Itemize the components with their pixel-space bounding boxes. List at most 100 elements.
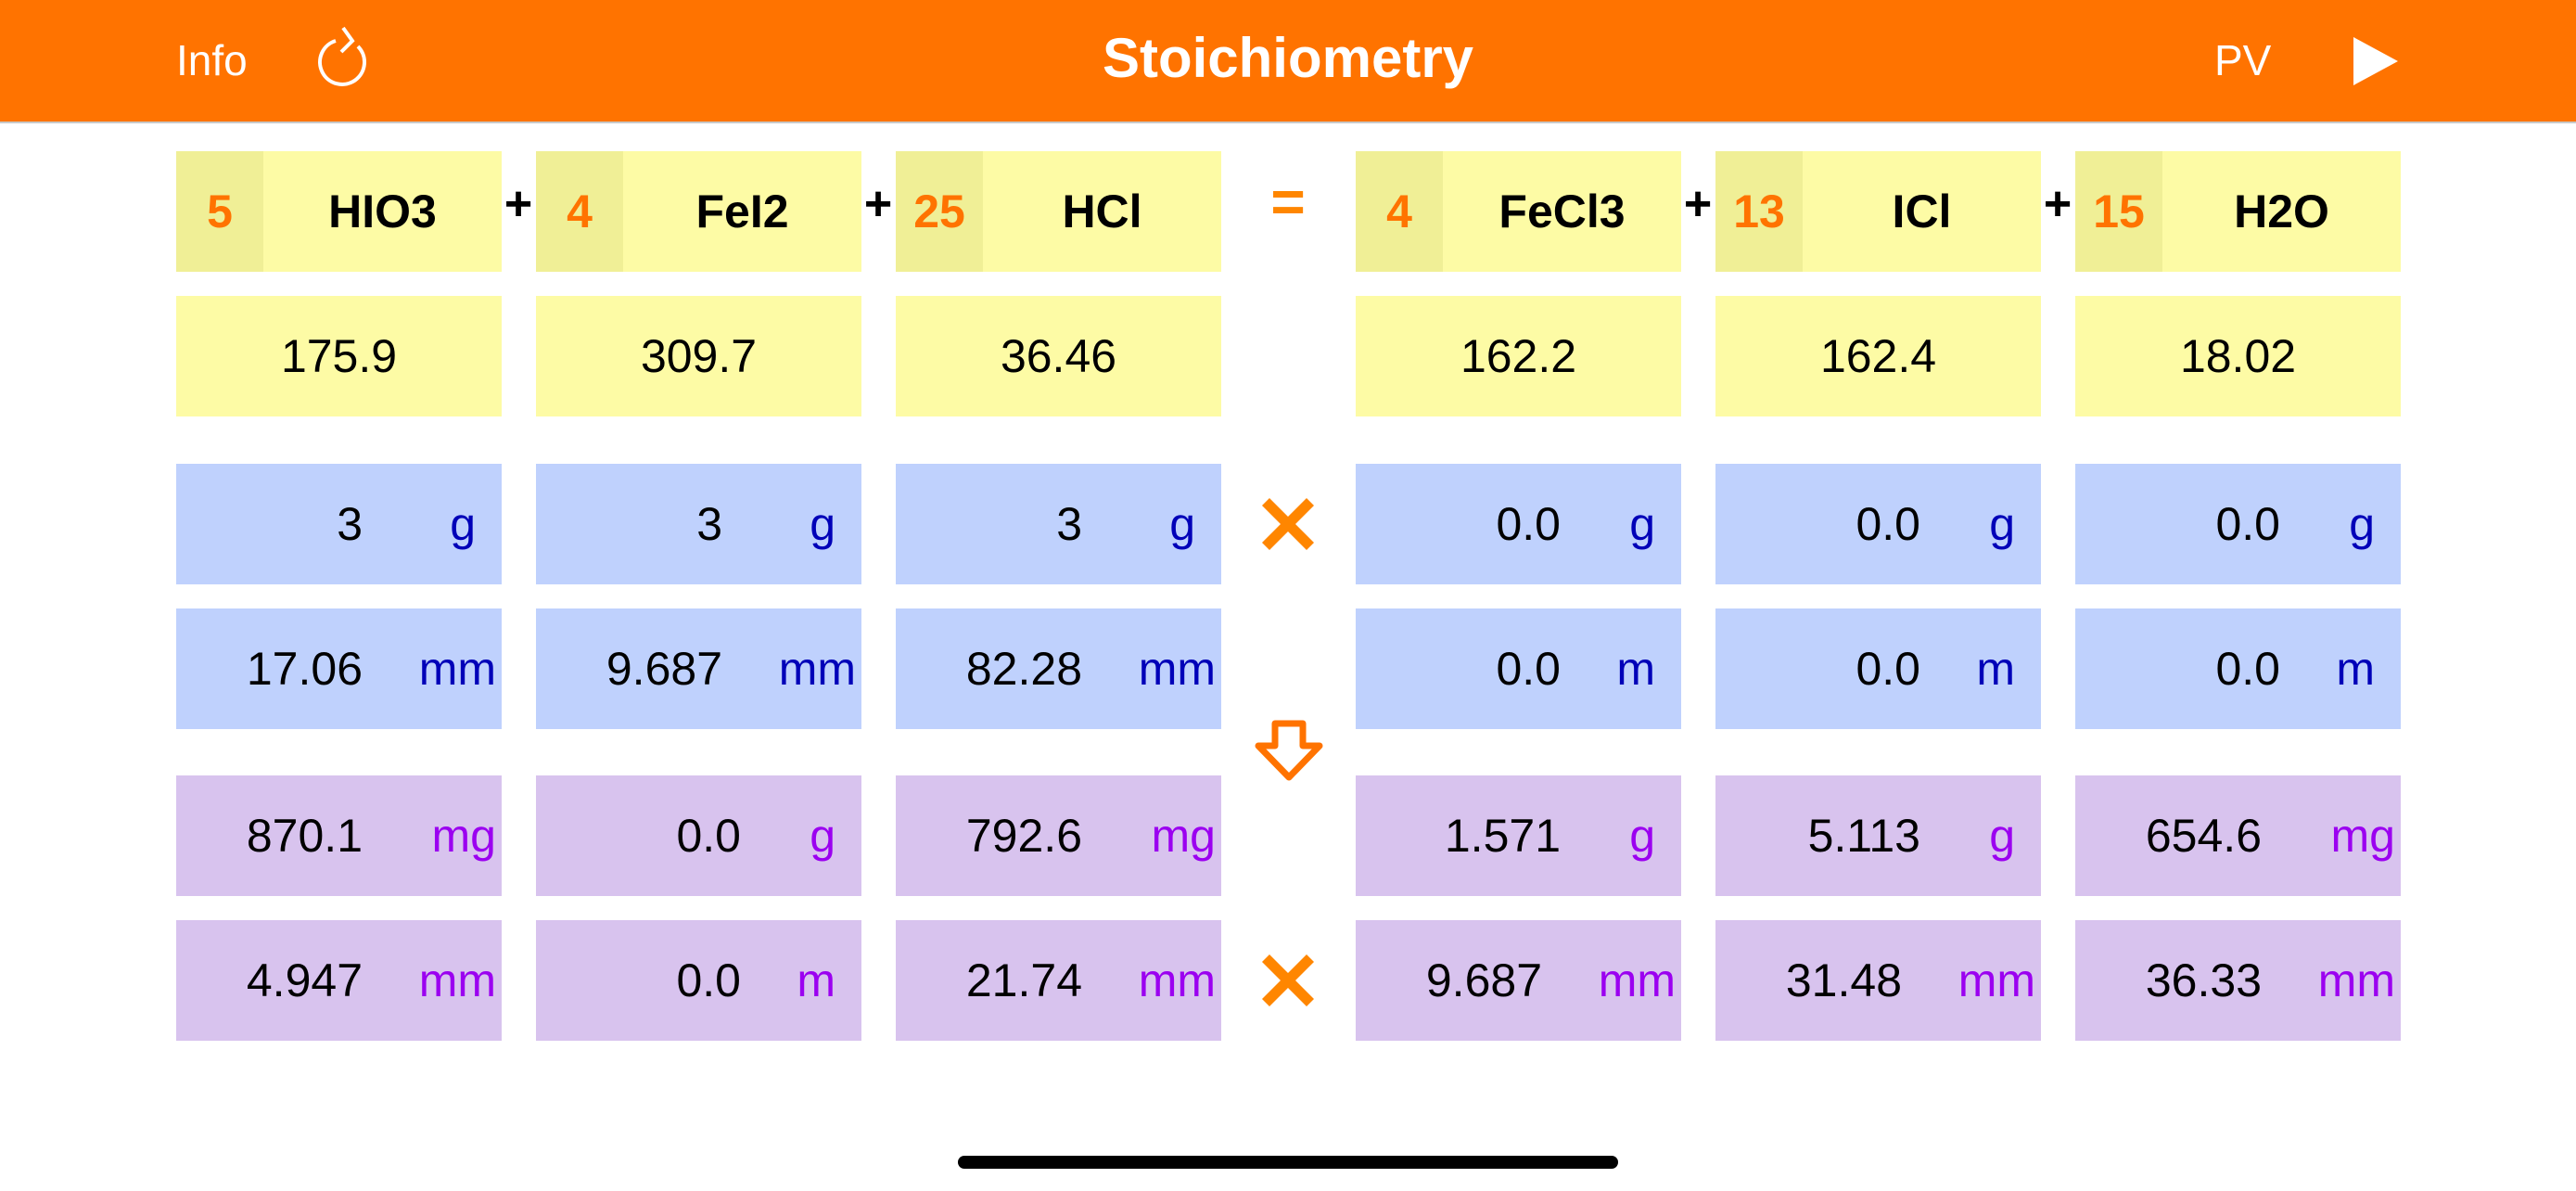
molar-mass: 18.02 xyxy=(2179,330,2297,382)
formula: FeI2 xyxy=(695,186,789,237)
input-mass-field[interactable]: 0.0 g xyxy=(1356,464,1681,584)
formula: H2O xyxy=(2234,186,2329,237)
molar-mass: 175.9 xyxy=(280,330,398,382)
coefficient: 5 xyxy=(176,151,263,272)
result-mass-cell: 0.0 g xyxy=(536,775,861,896)
result-moles-cell: 4.947 mm xyxy=(176,920,502,1041)
unit-selector[interactable]: mg xyxy=(2330,810,2395,862)
coefficient: 25 xyxy=(896,151,983,272)
unit-selector[interactable]: mm xyxy=(2317,954,2395,1006)
unit-selector[interactable]: g xyxy=(2349,498,2375,550)
coefficient: 4 xyxy=(1356,151,1443,272)
plus-sign: + xyxy=(504,177,533,231)
result-mass-cell: 792.6 mg xyxy=(896,775,1221,896)
molar-mass: 36.46 xyxy=(1000,330,1117,382)
result-moles-cell: 0.0 m xyxy=(536,920,861,1041)
coefficient: 13 xyxy=(1715,151,1803,272)
nav-bar: Info Stoichiometry PV xyxy=(0,0,2576,123)
refresh-icon[interactable] xyxy=(315,26,375,93)
species-formula-cell[interactable]: 15 H2O xyxy=(2075,151,2401,272)
species-formula-cell[interactable]: 4 FeI2 xyxy=(536,151,861,272)
value: 0.0 xyxy=(2215,498,2280,550)
unit-selector[interactable]: mm xyxy=(418,643,496,695)
unit-selector[interactable]: g xyxy=(1989,810,2015,862)
molar-mass-cell: 36.46 xyxy=(896,296,1221,416)
molar-mass-cell: 175.9 xyxy=(176,296,502,416)
down-arrow-icon[interactable] xyxy=(1253,720,1325,783)
unit-selector[interactable]: g xyxy=(1629,498,1655,550)
result-moles-cell: 36.33 mm xyxy=(2075,920,2401,1041)
unit-selector[interactable]: mm xyxy=(1138,954,1216,1006)
molar-mass-cell: 18.02 xyxy=(2075,296,2401,416)
unit-selector[interactable]: mm xyxy=(778,643,856,695)
input-moles-field[interactable]: 82.28 mm xyxy=(896,608,1221,729)
species-formula-cell[interactable]: 5 HIO3 xyxy=(176,151,502,272)
pv-button[interactable]: PV xyxy=(2214,36,2272,84)
input-moles-field[interactable]: 0.0 m xyxy=(2075,608,2401,729)
value: 0.0 xyxy=(676,954,741,1006)
unit-selector[interactable]: mm xyxy=(1598,954,1676,1006)
species-formula-cell[interactable]: 4 FeCl3 xyxy=(1356,151,1681,272)
input-mass-field[interactable]: 0.0 g xyxy=(2075,464,2401,584)
input-mass-field[interactable]: 0.0 g xyxy=(1715,464,2041,584)
unit-selector[interactable]: mg xyxy=(1151,810,1216,862)
value: 0.0 xyxy=(676,810,741,862)
unit-selector[interactable]: mm xyxy=(1138,643,1216,695)
result-mass-cell: 654.6 mg xyxy=(2075,775,2401,896)
value: 870.1 xyxy=(246,810,363,862)
result-mass-cell: 870.1 mg xyxy=(176,775,502,896)
home-indicator[interactable] xyxy=(958,1156,1618,1169)
molar-mass: 162.4 xyxy=(1819,330,1937,382)
value: 0.0 xyxy=(2215,643,2280,695)
species-formula-cell[interactable]: 25 HCl xyxy=(896,151,1221,272)
unit-selector[interactable]: m xyxy=(2336,643,2375,695)
molar-mass-cell: 162.4 xyxy=(1715,296,2041,416)
unit-selector[interactable]: m xyxy=(1616,643,1655,695)
formula: ICl xyxy=(1892,186,1952,237)
input-moles-field[interactable]: 0.0 m xyxy=(1356,608,1681,729)
unit-selector[interactable]: m xyxy=(797,954,835,1006)
x-mark-icon[interactable] xyxy=(1262,954,1314,1006)
input-moles-field[interactable]: 9.687 mm xyxy=(536,608,861,729)
value: 3 xyxy=(337,498,363,550)
value: 0.0 xyxy=(1855,498,1920,550)
result-moles-cell: 9.687 mm xyxy=(1356,920,1681,1041)
info-button[interactable]: Info xyxy=(176,36,248,84)
page-title: Stoichiometry xyxy=(1102,27,1474,89)
molar-mass-cell: 309.7 xyxy=(536,296,861,416)
play-icon[interactable] xyxy=(2352,35,2400,87)
result-mass-cell: 1.571 g xyxy=(1356,775,1681,896)
unit-selector[interactable]: m xyxy=(1976,643,2015,695)
input-moles-field[interactable]: 17.06 mm xyxy=(176,608,502,729)
molar-mass-cell: 162.2 xyxy=(1356,296,1681,416)
value: 82.28 xyxy=(965,643,1082,695)
unit-selector[interactable]: mm xyxy=(418,954,496,1006)
unit-selector[interactable]: g xyxy=(1629,810,1655,862)
unit-selector[interactable]: mm xyxy=(1958,954,2035,1006)
unit-selector[interactable]: g xyxy=(1989,498,2015,550)
unit-selector[interactable]: g xyxy=(450,498,476,550)
value: 36.33 xyxy=(2145,954,2262,1006)
unit-selector[interactable]: mg xyxy=(431,810,496,862)
result-moles-cell: 21.74 mm xyxy=(896,920,1221,1041)
formula: HIO3 xyxy=(328,186,437,237)
input-moles-field[interactable]: 0.0 m xyxy=(1715,608,2041,729)
plus-sign: + xyxy=(1683,177,1713,231)
unit-selector[interactable]: g xyxy=(1169,498,1195,550)
x-mark-icon[interactable] xyxy=(1262,498,1314,550)
coefficient: 15 xyxy=(2075,151,2162,272)
value: 9.687 xyxy=(606,643,722,695)
value: 1.571 xyxy=(1444,810,1561,862)
result-mass-cell: 5.113 g xyxy=(1715,775,2041,896)
unit-selector[interactable]: g xyxy=(810,498,835,550)
unit-selector[interactable]: g xyxy=(810,810,835,862)
species-formula-cell[interactable]: 13 ICl xyxy=(1715,151,2041,272)
value: 0.0 xyxy=(1855,643,1920,695)
value: 3 xyxy=(696,498,722,550)
value: 9.687 xyxy=(1425,954,1542,1006)
coefficient: 4 xyxy=(536,151,623,272)
value: 21.74 xyxy=(965,954,1082,1006)
